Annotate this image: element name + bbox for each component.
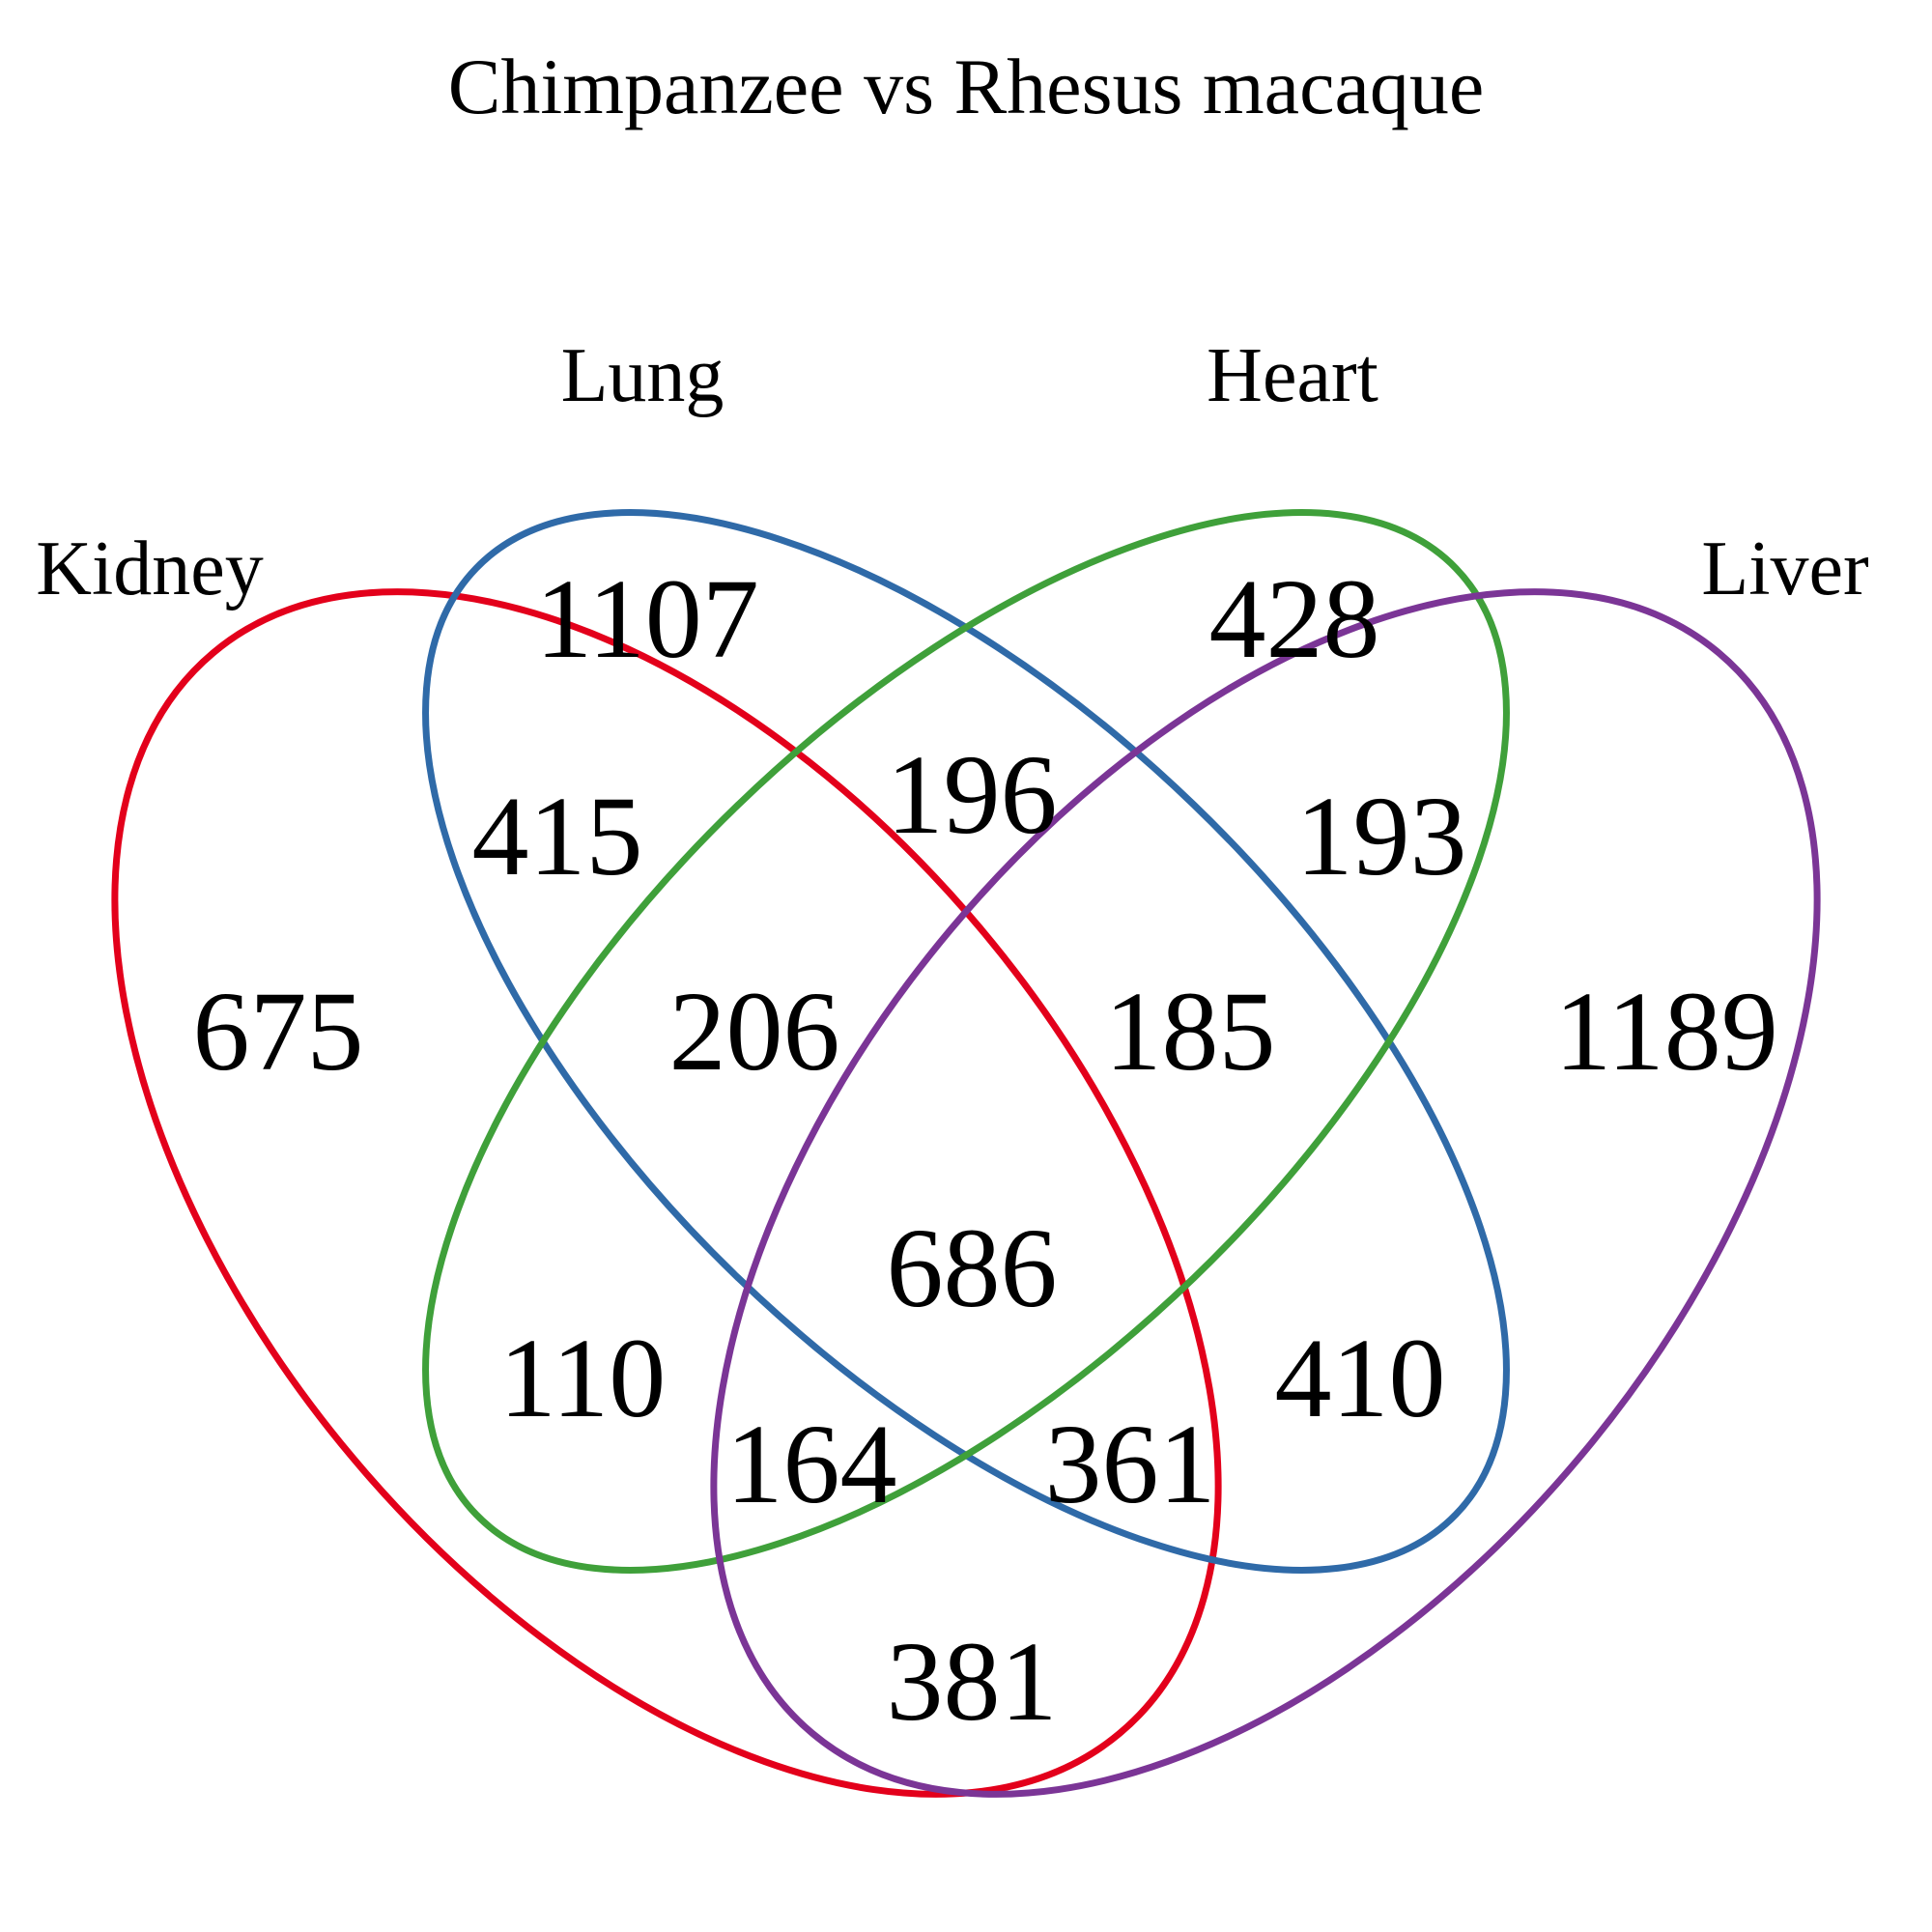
- count-kidney-heart: 110: [499, 1315, 667, 1441]
- count-heart-only: 428: [1209, 555, 1380, 682]
- count-lung-heart-liver: 185: [1105, 968, 1276, 1094]
- count-kidney-lung-liver: 361: [1045, 1401, 1216, 1527]
- ellipse-lung: [422, 509, 1510, 1574]
- set-label-kidney: Kidney: [36, 526, 264, 611]
- count-all-four: 686: [887, 1205, 1058, 1331]
- count-kidney-lung: 415: [472, 773, 643, 899]
- count-kidney-liver: 381: [887, 1618, 1058, 1745]
- set-label-liver: Liver: [1701, 526, 1868, 611]
- count-lung-liver: 410: [1275, 1315, 1446, 1441]
- count-kidney-heart-liver: 164: [726, 1401, 897, 1527]
- count-lung-only: 1107: [535, 555, 759, 682]
- ellipse-kidney: [111, 588, 1222, 1798]
- count-lung-heart: 196: [887, 731, 1058, 858]
- set-label-lung: Lung: [561, 333, 724, 418]
- count-kidney-only: 675: [193, 968, 364, 1094]
- count-liver-only: 1189: [1554, 968, 1778, 1094]
- set-label-heart: Heart: [1207, 333, 1378, 418]
- count-heart-liver: 193: [1296, 773, 1467, 899]
- count-kidney-lung-heart: 206: [669, 968, 840, 1094]
- diagram-title: Chimpanzee vs Rhesus macaque: [448, 43, 1485, 130]
- ellipse-heart: [422, 509, 1510, 1574]
- ellipse-liver: [710, 588, 1821, 1798]
